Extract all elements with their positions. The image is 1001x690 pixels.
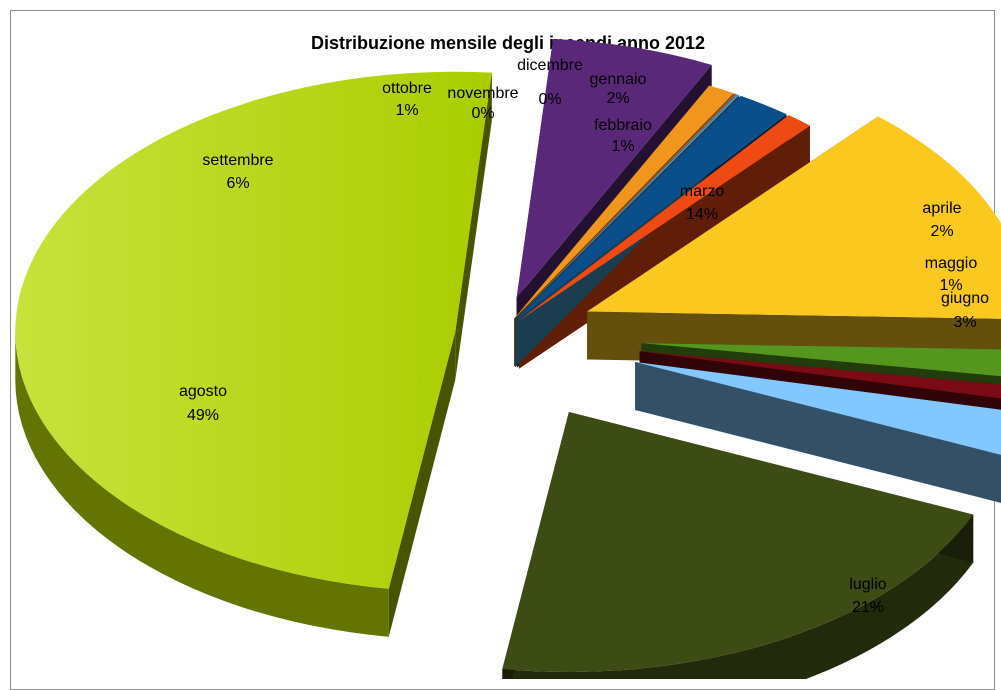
pie-slice-ottobre[interactable]	[514, 85, 734, 319]
slice-label-marzo: marzo	[680, 183, 725, 200]
pie-slice-maggio[interactable]	[639, 351, 1001, 407]
pie-face-giugno-1	[635, 361, 1001, 503]
pie-slice-dicembre[interactable]	[515, 94, 740, 319]
slice-percent-ottobre: 1%	[395, 102, 418, 119]
slice-label-settembre: settembre	[202, 152, 273, 169]
slice-label-aprile: aprile	[922, 200, 961, 217]
pie-slice-gennaio[interactable]	[516, 95, 787, 320]
slice-label-giugno: giugno	[941, 290, 989, 307]
slice-percent-giugno: 3%	[953, 314, 976, 331]
slice-percent-maggio: 1%	[939, 277, 962, 294]
slice-percent-aprile: 2%	[930, 223, 953, 240]
slice-label-gennaio: gennaio	[590, 71, 647, 88]
slice-percent-dicembre: 0%	[538, 91, 561, 108]
pie-side-luglio	[502, 514, 974, 679]
pie-face-febbraio-1	[519, 125, 810, 369]
slice-percent-agosto: 49%	[187, 407, 219, 424]
slice-percent-marzo: 14%	[686, 206, 718, 223]
pie-slice-agosto[interactable]	[15, 71, 492, 589]
pie-slice-giugno[interactable]	[635, 361, 1001, 465]
slice-label-luglio: luglio	[849, 576, 886, 593]
slice-label-ottobre: ottobre	[382, 80, 432, 97]
slice-label-dicembre: dicembre	[517, 57, 583, 74]
pie-slice-marzo[interactable]	[587, 116, 1001, 319]
slice-label-maggio: maggio	[925, 255, 978, 272]
pie-slice-settembre[interactable]	[516, 38, 712, 298]
pie-slice-febbraio[interactable]	[519, 115, 810, 321]
pie-slice-luglio[interactable]	[502, 411, 974, 672]
pie-face-agosto-0	[388, 331, 456, 637]
slice-label-febbraio: febbraio	[594, 117, 652, 134]
slice-percent-settembre: 6%	[226, 175, 249, 192]
pie-slice-aprile[interactable]	[641, 343, 1001, 383]
pie-slice-novembre[interactable]	[515, 93, 737, 319]
slice-label-agosto: agosto	[179, 383, 227, 400]
slice-label-novembre: novembre	[447, 85, 518, 102]
pie-face-agosto-1	[455, 72, 492, 380]
pie-side-agosto	[15, 331, 389, 637]
slice-percent-novembre: 0%	[471, 105, 494, 122]
slice-percent-gennaio: 2%	[606, 90, 629, 107]
slice-percent-luglio: 21%	[852, 599, 884, 616]
slice-percent-febbraio: 1%	[611, 138, 634, 155]
